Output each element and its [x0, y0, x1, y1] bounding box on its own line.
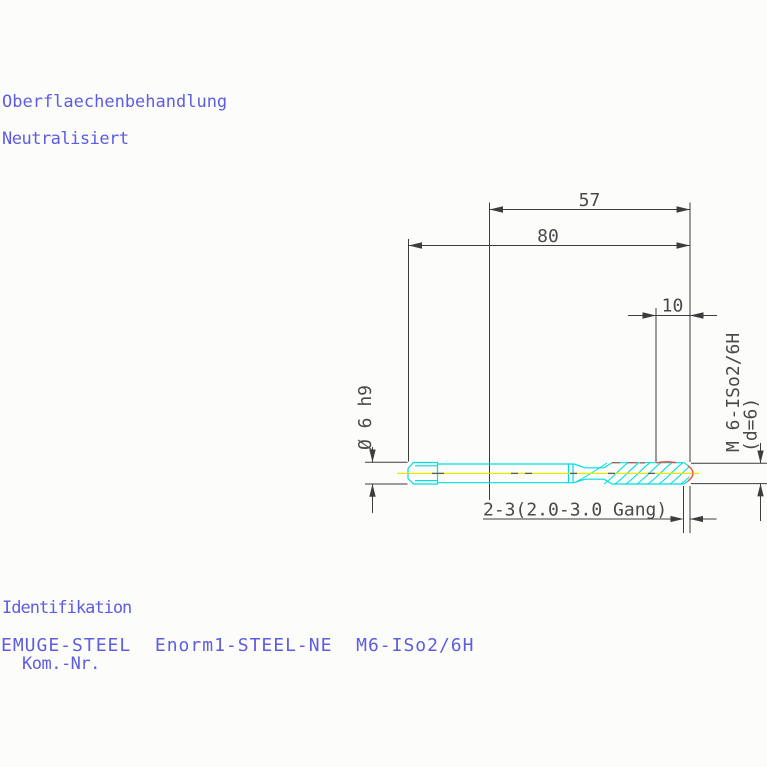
arrow-left-icon — [489, 206, 503, 213]
arrow-right-icon — [676, 206, 690, 213]
identification-value: EMUGE-STEEL Enorm1-STEEL-NE M6-ISo2/6H — [1, 635, 475, 656]
arrow-right-icon — [670, 515, 684, 523]
dim-57-text: 57 — [579, 190, 601, 211]
tool-flute-runout — [575, 462, 608, 483]
dim-10-text: 10 — [662, 296, 684, 317]
arrow-left-icon — [690, 312, 704, 319]
arrow-up-icon — [369, 484, 376, 497]
arrow-down-icon — [369, 449, 376, 463]
arrow-left-icon — [690, 515, 703, 523]
tool-thread-entry-bottom — [603, 478, 613, 485]
chamfer-lead-accents — [612, 461, 694, 482]
arrow-down-icon — [757, 450, 764, 464]
tool-taper-bottom — [573, 478, 586, 484]
arrow-right-icon — [676, 242, 690, 249]
tip-highlight — [687, 465, 694, 482]
shank-diameter-text: Ø 6 h9 — [355, 385, 376, 450]
dimension-57: 57 — [489, 190, 690, 213]
dimension-chamfer: 2-3(2.0-3.0 Gang) — [483, 486, 717, 533]
thread-spec-text: M 6-ISo2/6H — [723, 333, 744, 452]
dimension-shank-diameter: Ø 6 h9 — [355, 385, 408, 513]
tool-thread-entry-top — [603, 462, 613, 469]
arrow-right-icon — [642, 312, 656, 319]
kom-nr-label: Kom.-Nr. — [22, 654, 100, 674]
arrow-left-icon — [408, 242, 422, 249]
lead-taper-highlight — [656, 461, 677, 464]
thread-spec-sub-text: (d=6) — [741, 398, 762, 452]
dimension-thread-spec: M 6-ISo2/6H (d=6) — [691, 333, 767, 521]
surface-treatment-label: Oberflaechenbehandlung — [2, 92, 228, 112]
identification-label: Identifikation — [2, 598, 132, 618]
dimension-80: 80 — [408, 226, 690, 249]
dim-80-text: 80 — [537, 226, 559, 247]
surface-treatment-value: Neutralisiert — [2, 129, 129, 149]
tool-taper-top — [573, 463, 586, 469]
tool-square-end — [407, 461, 439, 485]
chamfer-length-text: 2-3(2.0-3.0 Gang) — [483, 500, 667, 521]
arrow-up-icon — [757, 483, 764, 497]
dimension-10: 10 — [628, 296, 717, 319]
extension-lines — [408, 202, 691, 500]
